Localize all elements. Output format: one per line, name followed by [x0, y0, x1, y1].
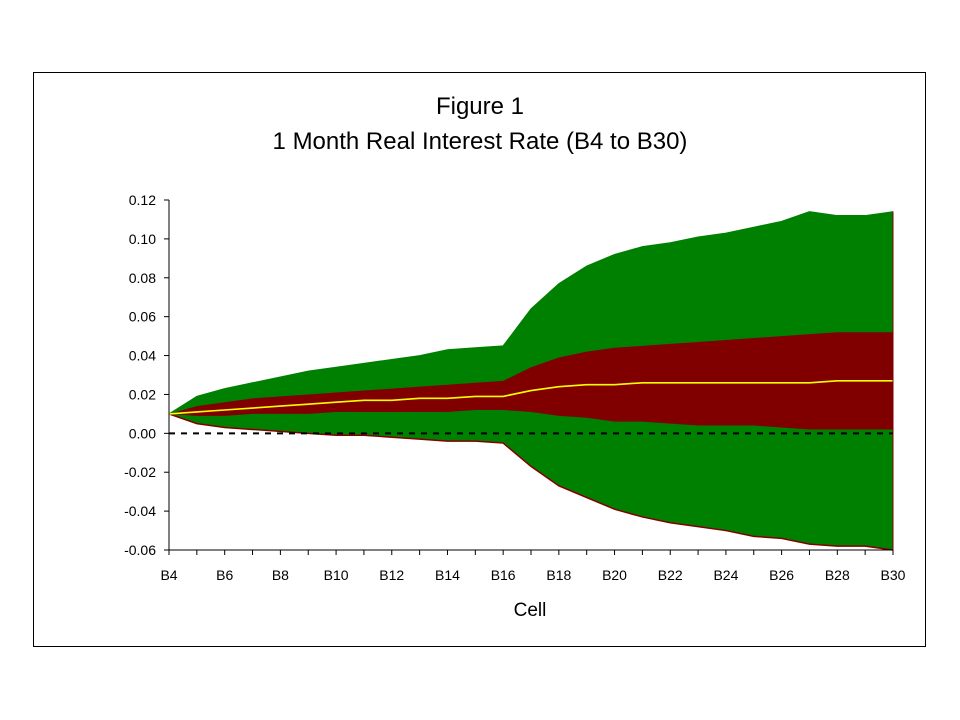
x-tick-label: B4 — [160, 567, 177, 583]
median-line — [168, 380, 893, 415]
y-tick-label: 0.04 — [129, 348, 156, 364]
y-tick-label: -0.02 — [124, 464, 156, 480]
x-tick-label: B6 — [216, 567, 233, 583]
chart-subtitle: 1 Month Real Interest Rate (B4 to B30) — [273, 128, 688, 155]
x-axis-title: Cell — [514, 600, 547, 621]
x-tick-label: B24 — [713, 567, 738, 583]
x-tick-label: B12 — [379, 567, 404, 583]
x-tick-label: B26 — [769, 567, 794, 583]
inner-band-area — [169, 332, 893, 430]
y-tick-label: -0.04 — [124, 503, 156, 519]
y-tick-label: 0.08 — [129, 270, 156, 286]
chart-title: Figure 1 — [436, 93, 524, 120]
x-tick-label: B28 — [825, 567, 850, 583]
x-tick-label: B18 — [546, 567, 571, 583]
plot-layer — [168, 211, 894, 551]
y-tick-label: 0.00 — [129, 425, 156, 441]
x-tick-label: B20 — [602, 567, 627, 583]
outer-band-lower-line — [168, 413, 894, 551]
y-tick-label: 0.12 — [129, 192, 156, 208]
x-tick-label: B8 — [272, 567, 289, 583]
y-tick-label: 0.10 — [129, 231, 156, 247]
y-tick-label: 0.06 — [129, 309, 156, 325]
x-tick-label: B14 — [435, 567, 460, 583]
y-tick-label: 0.02 — [129, 386, 156, 402]
axis-layer: 0.12 0.10 0.08 0.06 0.04 0.02 0.00 -0.02 -0.04 -0… — [124, 192, 906, 583]
x-tick-label: B16 — [491, 567, 516, 583]
outer-band-upper-line — [168, 211, 894, 415]
x-tick-label: B10 — [324, 567, 349, 583]
x-tick-label: B30 — [881, 567, 906, 583]
x-tick-label: B22 — [658, 567, 683, 583]
y-tick-label: -0.06 — [124, 542, 156, 558]
